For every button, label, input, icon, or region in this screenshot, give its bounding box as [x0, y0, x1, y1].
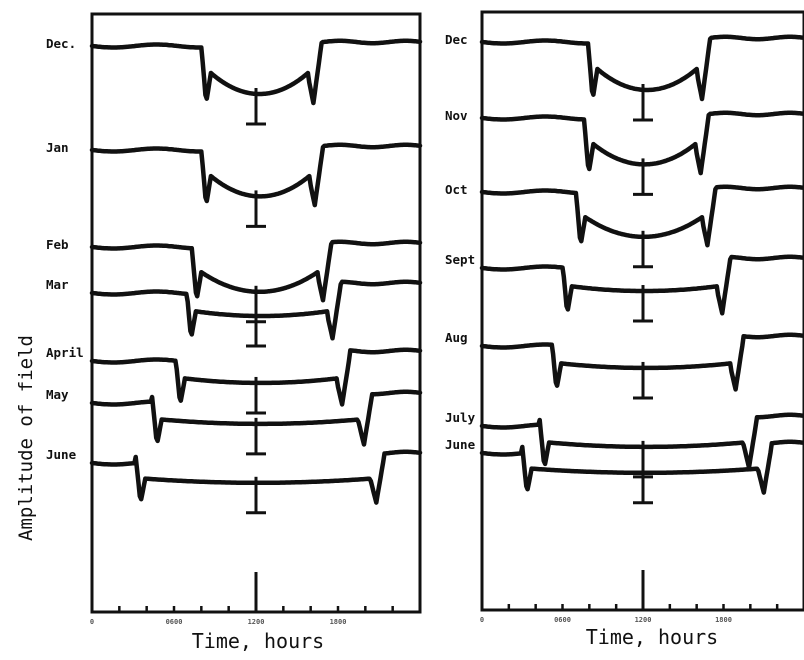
left-x-axis-label: Time, hours — [192, 629, 324, 653]
series-label: May — [46, 387, 69, 402]
x-tick-label: 0600 — [166, 618, 183, 626]
x-tick-label: 1800 — [715, 616, 732, 624]
series-label: Dec. — [46, 36, 76, 51]
series-label: Aug — [445, 330, 468, 345]
right-x-axis-label: Time, hours — [586, 625, 718, 649]
series-label: Nov — [445, 108, 468, 123]
series-label: June — [445, 437, 476, 452]
series-label: Oct — [445, 182, 468, 197]
x-tick-label: 1200 — [635, 616, 652, 624]
x-tick-label: 1200 — [248, 618, 265, 626]
series-label: April — [46, 345, 84, 360]
series-label: Dec — [445, 32, 468, 47]
x-tick-label: 1800 — [330, 618, 347, 626]
left-panel: 0 0600 1200 1800 Dec. Jan Feb Mar April May June — [46, 12, 423, 626]
series-label: Jan — [46, 140, 69, 155]
series-label: July — [445, 410, 476, 425]
x-tick-label: 0600 — [554, 616, 571, 624]
right-panel: 0 0600 1200 1800 Dec Nov Oct Sept Aug July June — [445, 10, 804, 624]
x-tick-label: 0 — [480, 616, 484, 624]
series-label: Feb — [46, 237, 69, 252]
series-label: Mar — [46, 277, 69, 292]
y-axis-label: Amplitude of field — [15, 335, 37, 541]
x-tick-label: 0 — [90, 618, 94, 626]
series-label: Sept — [445, 252, 475, 267]
series-label: June — [46, 447, 77, 462]
